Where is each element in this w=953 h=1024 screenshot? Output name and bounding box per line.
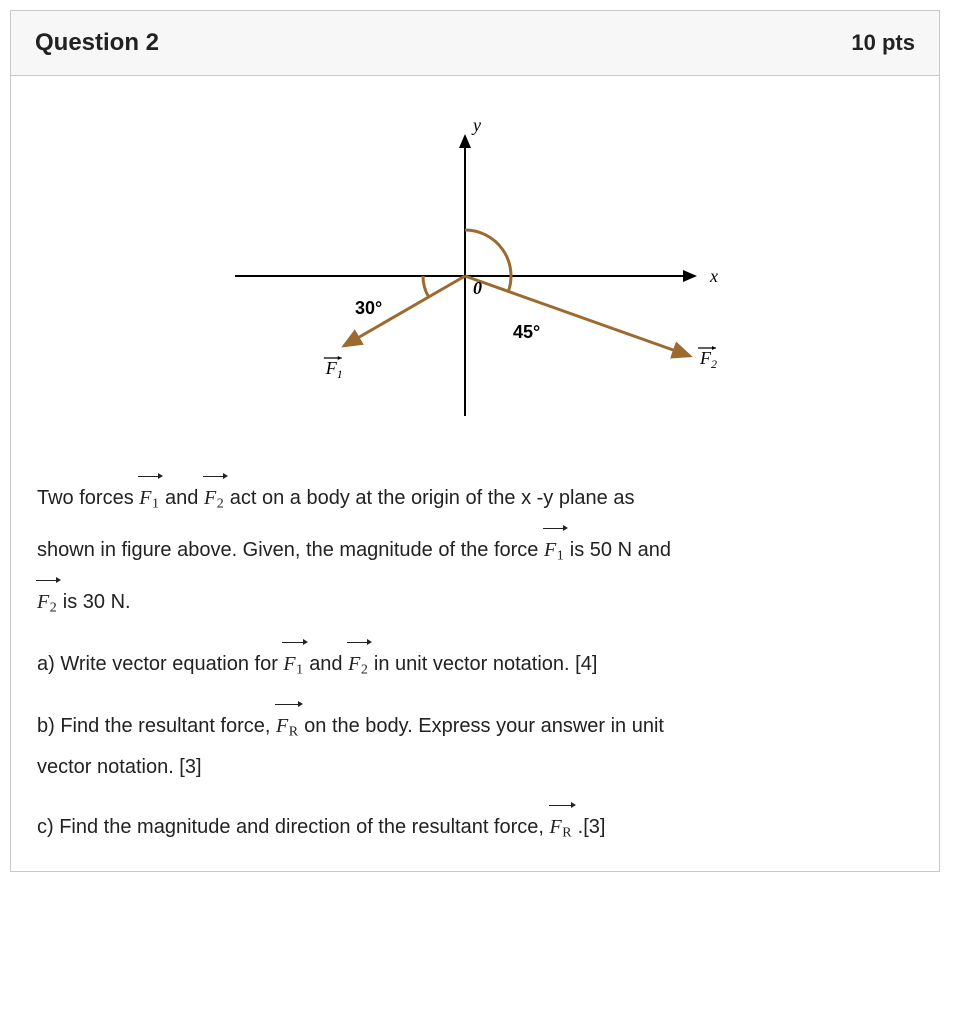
- intro-line-1: Two forces F1 and F2 act on a body at th…: [37, 476, 913, 516]
- vector-f1: F1: [283, 642, 303, 682]
- intro-line-3: F2 is 30 N.: [37, 580, 913, 620]
- vector-f2: F2: [348, 642, 368, 682]
- question-title: Question 2: [35, 29, 159, 57]
- svg-text:30°: 30°: [355, 298, 382, 318]
- vector-f2: F2: [37, 580, 57, 620]
- question-points: 10 pts: [851, 30, 915, 56]
- card-body: x y 0 30° 45° F1 F2 Two forces F1 and F2…: [11, 76, 939, 871]
- vector-fr: FR: [550, 805, 573, 845]
- svg-text:y: y: [471, 116, 481, 135]
- intro-line-2: shown in figure above. Given, the magnit…: [37, 528, 913, 568]
- svg-text:0: 0: [473, 278, 482, 298]
- vector-f1: F1: [544, 528, 564, 568]
- vector-f1: F1: [139, 476, 159, 516]
- svg-text:x: x: [709, 266, 718, 286]
- part-a: a) Write vector equation for F1 and F2 i…: [37, 642, 913, 682]
- card-header: Question 2 10 pts: [11, 11, 939, 76]
- vector-fr: FR: [276, 704, 299, 744]
- figure: x y 0 30° 45° F1 F2: [37, 116, 913, 446]
- svg-text:F2: F2: [699, 348, 717, 371]
- part-b: b) Find the resultant force, FR on the b…: [37, 704, 913, 744]
- question-card: Question 2 10 pts: [10, 10, 940, 872]
- vector-f2: F2: [204, 476, 224, 516]
- figure-svg: x y 0 30° 45° F1 F2: [195, 116, 755, 436]
- part-b-cont: vector notation. [3]: [37, 751, 913, 783]
- svg-text:45°: 45°: [513, 322, 540, 342]
- svg-text:F1: F1: [325, 358, 343, 381]
- part-c: c) Find the magnitude and direction of t…: [37, 805, 913, 845]
